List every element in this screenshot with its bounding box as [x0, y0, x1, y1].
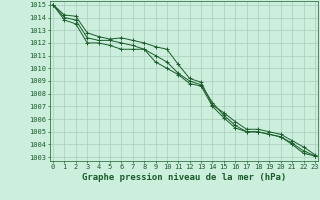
X-axis label: Graphe pression niveau de la mer (hPa): Graphe pression niveau de la mer (hPa): [82, 173, 286, 182]
